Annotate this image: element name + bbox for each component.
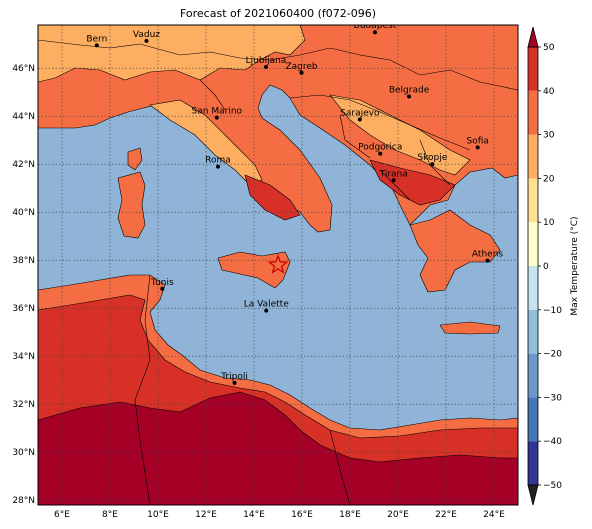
city-dot [264,308,269,313]
city-label: Ljubljana [246,56,287,66]
city-dot [372,30,377,35]
colorbar-tick-label: −20 [543,350,562,360]
city-label: Bern [86,34,107,44]
colorbar-bin [528,222,538,266]
city-dot [407,94,412,99]
colorbar-tick-label: 20 [543,174,555,184]
lon-tick-label: 14°E [243,510,265,520]
land-crete [439,321,501,335]
land-greece [409,209,501,293]
map-axes: 6°E 8°E 10°E 12°E 14°E 16°E 18°E 20°E 22°E 24°E 46… [12,64,505,520]
city-label: Podgorica [358,143,402,153]
colorbar-tick-label: −50 [543,481,562,491]
city-dot [391,178,396,183]
colorbar-bin [528,178,538,223]
land-balkans-cool [329,94,471,176]
map-gridlines [38,25,518,505]
lon-tick-label: 10°E [147,510,169,520]
colorbar-extend-min [527,484,539,506]
city-label: Sarajevo [340,109,380,119]
city-dot [264,65,268,69]
city-label: Tripoli [220,372,248,382]
land-apennines-cool [149,99,263,186]
lat-tick-label: 44°N [12,112,35,122]
lat-tick-label: 34°N [12,352,35,362]
city-dot [216,164,220,169]
city-label: Skopje [417,153,447,163]
city-dot [378,151,383,156]
city-label: Belgrade [389,86,430,96]
colorbar-bin [528,353,538,398]
colorbar-bin [528,441,538,485]
city-dot [475,145,480,150]
city-dot [485,258,490,263]
lon-tick-label: 6°E [54,510,70,520]
lon-tick-label: 22°E [435,510,457,520]
land-sardinia [117,171,146,239]
colorbar-extend-max [527,26,539,48]
lon-tick-label: 24°E [483,510,505,520]
lon-tick-label: 12°E [195,510,217,520]
colorbar: 50 40 30 20 10 0 −10 −20 −30 −40 −50 [527,26,562,506]
city-label: San Marino [192,107,243,117]
colorbar-bin [528,134,538,179]
lat-tick-label: 38°N [12,256,35,266]
colorbar-tick-label: 10 [543,218,555,228]
lat-tick-label: 28°N [12,496,35,506]
city-label: Athens [472,250,503,260]
colorbar-label: Max Temperature (°C) [570,216,580,315]
city-dot [299,70,304,75]
city-label: Vaduz [133,30,160,40]
lat-tick-label: 42°N [12,160,35,170]
city-dot [144,38,149,43]
lat-tick-label: 30°N [12,448,35,458]
lat-tick-label: 36°N [12,304,35,314]
lon-tick-label: 20°E [387,510,409,520]
city-label: Budapest [354,21,397,31]
city-dot [430,162,435,167]
colorbar-tick-label: 30 [543,131,555,141]
map-title: Forecast of 2021060400 (f072-096) [179,7,377,20]
country-borders [38,39,518,505]
city-dot [357,117,362,122]
lat-tick-label: 32°N [12,400,35,410]
colorbar-bin [528,47,538,91]
land-italy-hot [244,174,301,221]
city-dot [160,286,165,291]
colorbar-tick-label: 50 [543,43,555,53]
city-dot [94,43,99,48]
lat-tick-label: 46°N [12,64,35,74]
colorbar-bin [528,266,538,310]
colorbar-bin [528,309,538,354]
land-corsica [127,147,143,171]
lat-tick-label: 40°N [12,208,35,218]
city-label: Tunis [150,278,174,288]
city-label: Zagreb [285,62,317,72]
colorbar-tick-label: −30 [543,393,562,403]
city-label: Roma [205,156,231,166]
city-dot [214,115,219,120]
lon-tick-label: 8°E [102,510,118,520]
colorbar-tick-label: −40 [543,437,562,447]
colorbar-tick-label: −10 [543,306,562,316]
location-star-icon [267,254,289,274]
city-label: Sofia [466,136,488,146]
land-balkans-hot [369,159,456,206]
lon-tick-label: 16°E [291,510,313,520]
colorbar-tick-label: 0 [543,262,549,272]
city-label: Tirana [379,169,408,179]
colorbar-bin [528,90,538,135]
colorbar-bin [528,397,538,442]
map-frame [37,24,519,506]
lon-tick-label: 18°E [339,510,361,520]
colorbar-tick-label: 40 [543,87,555,97]
city-dot [232,380,237,385]
city-label: La Valette [244,300,289,310]
